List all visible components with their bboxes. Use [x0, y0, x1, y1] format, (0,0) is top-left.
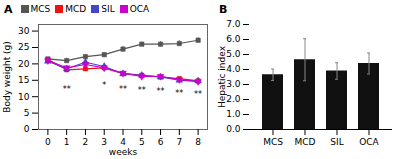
svg-text:8: 8: [195, 137, 201, 147]
html-text:MCS: MCS: [30, 3, 51, 14]
svg-text:Body weight (g): Body weight (g): [2, 41, 12, 113]
svg-text:6: 6: [158, 137, 164, 147]
svg-text:30: 30: [18, 26, 30, 36]
svg-text:Hepatic index: Hepatic index: [217, 45, 227, 108]
svg-text:7.0: 7.0: [226, 19, 241, 29]
svg-text:0: 0: [24, 124, 30, 134]
svg-text:**: **: [175, 89, 183, 98]
svg-text:MCS: MCS: [263, 137, 283, 147]
html-text:OCA: OCA: [129, 3, 150, 14]
svg-text:weeks: weeks: [109, 147, 138, 157]
svg-text:5: 5: [24, 108, 30, 118]
svg-text:**: **: [157, 87, 165, 96]
svg-text:1: 1: [64, 137, 70, 147]
svg-text:20: 20: [18, 59, 30, 69]
svg-text:5: 5: [139, 137, 145, 147]
svg-text:3: 3: [101, 137, 107, 147]
html-text:MCD: MCD: [65, 3, 87, 14]
svg-text:MCD: MCD: [295, 137, 316, 147]
svg-text:1.0: 1.0: [226, 109, 241, 119]
svg-text:2.0: 2.0: [226, 94, 241, 104]
svg-text:*: *: [102, 81, 106, 90]
svg-text:0.0: 0.0: [226, 124, 241, 134]
html-text:SIL: SIL: [101, 3, 115, 14]
svg-text:4: 4: [120, 137, 126, 147]
svg-text:**: **: [119, 85, 127, 94]
svg-text:10: 10: [18, 92, 30, 102]
svg-text:2: 2: [83, 137, 89, 147]
svg-text:25: 25: [18, 42, 29, 52]
svg-text:**: **: [63, 85, 71, 94]
svg-text:SIL: SIL: [330, 137, 343, 147]
svg-text:**: **: [138, 86, 146, 95]
html-text:B: B: [219, 2, 228, 16]
svg-text:4.0: 4.0: [226, 64, 241, 74]
svg-text:5.0: 5.0: [226, 49, 241, 59]
svg-text:3.0: 3.0: [226, 79, 241, 89]
svg-text:OCA: OCA: [359, 137, 379, 147]
svg-text:0: 0: [45, 137, 51, 147]
html-text:A: A: [4, 2, 13, 16]
svg-text:**: **: [194, 90, 202, 99]
svg-text:7: 7: [176, 137, 182, 147]
svg-text:6.0: 6.0: [226, 34, 241, 44]
svg-text:15: 15: [18, 75, 29, 85]
